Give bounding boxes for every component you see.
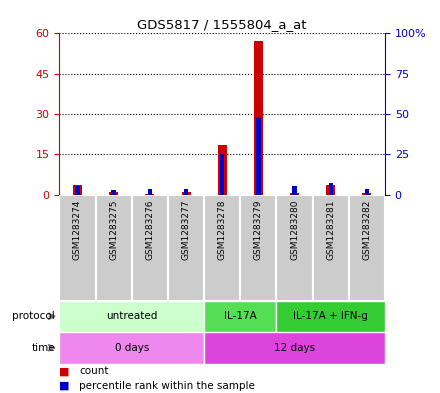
Bar — [218, 145, 227, 195]
Bar — [363, 193, 371, 195]
Bar — [59, 301, 204, 332]
Bar — [75, 186, 80, 195]
Bar — [204, 195, 240, 301]
Text: IL-17A + IFN-g: IL-17A + IFN-g — [293, 311, 368, 321]
Bar — [254, 41, 263, 195]
Text: 12 days: 12 days — [274, 343, 315, 353]
Bar — [184, 189, 188, 195]
Text: protocol: protocol — [12, 311, 55, 321]
Bar — [168, 195, 204, 301]
Text: percentile rank within the sample: percentile rank within the sample — [79, 381, 255, 391]
Bar — [293, 186, 297, 195]
Bar — [290, 193, 299, 195]
Bar — [145, 194, 154, 195]
Bar — [109, 192, 118, 195]
Bar — [73, 185, 82, 195]
Text: time: time — [31, 343, 55, 353]
Text: ■: ■ — [59, 366, 70, 376]
Bar — [329, 183, 333, 195]
Text: count: count — [79, 366, 109, 376]
Bar — [276, 195, 313, 301]
Text: ■: ■ — [59, 381, 70, 391]
Bar — [204, 301, 276, 332]
Bar — [256, 117, 260, 195]
Bar — [59, 332, 204, 364]
Text: GSM1283282: GSM1283282 — [363, 200, 371, 260]
Text: GSM1283281: GSM1283281 — [326, 200, 335, 260]
Text: GSM1283276: GSM1283276 — [145, 200, 154, 260]
Bar — [326, 185, 335, 195]
Text: GSM1283280: GSM1283280 — [290, 200, 299, 260]
Text: GSM1283279: GSM1283279 — [254, 200, 263, 260]
Text: 0 days: 0 days — [114, 343, 149, 353]
Text: GSM1283274: GSM1283274 — [73, 200, 82, 260]
Bar — [181, 193, 191, 195]
Bar — [240, 195, 276, 301]
Bar — [132, 195, 168, 301]
Text: GSM1283275: GSM1283275 — [109, 200, 118, 260]
Bar — [111, 190, 116, 195]
Bar — [276, 301, 385, 332]
Bar — [148, 189, 152, 195]
Bar — [349, 195, 385, 301]
Bar — [365, 189, 369, 195]
Text: untreated: untreated — [106, 311, 158, 321]
Bar — [220, 154, 224, 195]
Text: IL-17A: IL-17A — [224, 311, 257, 321]
Bar — [95, 195, 132, 301]
Bar — [59, 195, 95, 301]
Bar — [204, 332, 385, 364]
Text: GSM1283278: GSM1283278 — [218, 200, 227, 260]
Bar — [313, 195, 349, 301]
Text: GSM1283277: GSM1283277 — [182, 200, 191, 260]
Title: GDS5817 / 1555804_a_at: GDS5817 / 1555804_a_at — [137, 18, 307, 31]
